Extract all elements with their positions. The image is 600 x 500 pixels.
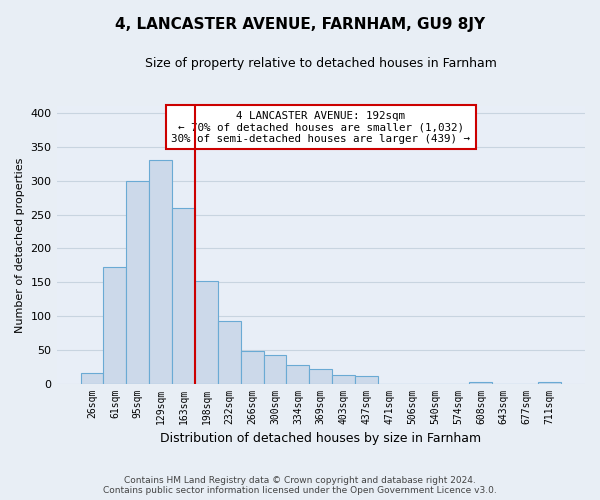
Bar xyxy=(195,281,218,384)
Bar xyxy=(80,374,103,384)
Bar xyxy=(538,382,561,384)
Bar xyxy=(127,181,149,384)
Text: Contains HM Land Registry data © Crown copyright and database right 2024.
Contai: Contains HM Land Registry data © Crown c… xyxy=(103,476,497,495)
Title: Size of property relative to detached houses in Farnham: Size of property relative to detached ho… xyxy=(145,58,497,70)
Y-axis label: Number of detached properties: Number of detached properties xyxy=(15,158,25,332)
Bar xyxy=(263,355,286,384)
Bar xyxy=(149,160,172,384)
Bar xyxy=(469,382,493,384)
Bar xyxy=(310,368,332,384)
Text: 4 LANCASTER AVENUE: 192sqm    
← 70% of detached houses are smaller (1,032)
30% : 4 LANCASTER AVENUE: 192sqm ← 70% of deta… xyxy=(171,110,470,144)
X-axis label: Distribution of detached houses by size in Farnham: Distribution of detached houses by size … xyxy=(160,432,481,445)
Bar xyxy=(286,366,310,384)
Bar xyxy=(218,320,241,384)
Bar xyxy=(332,376,355,384)
Bar xyxy=(172,208,195,384)
Bar xyxy=(355,376,378,384)
Bar xyxy=(103,268,127,384)
Bar xyxy=(241,351,263,384)
Text: 4, LANCASTER AVENUE, FARNHAM, GU9 8JY: 4, LANCASTER AVENUE, FARNHAM, GU9 8JY xyxy=(115,18,485,32)
